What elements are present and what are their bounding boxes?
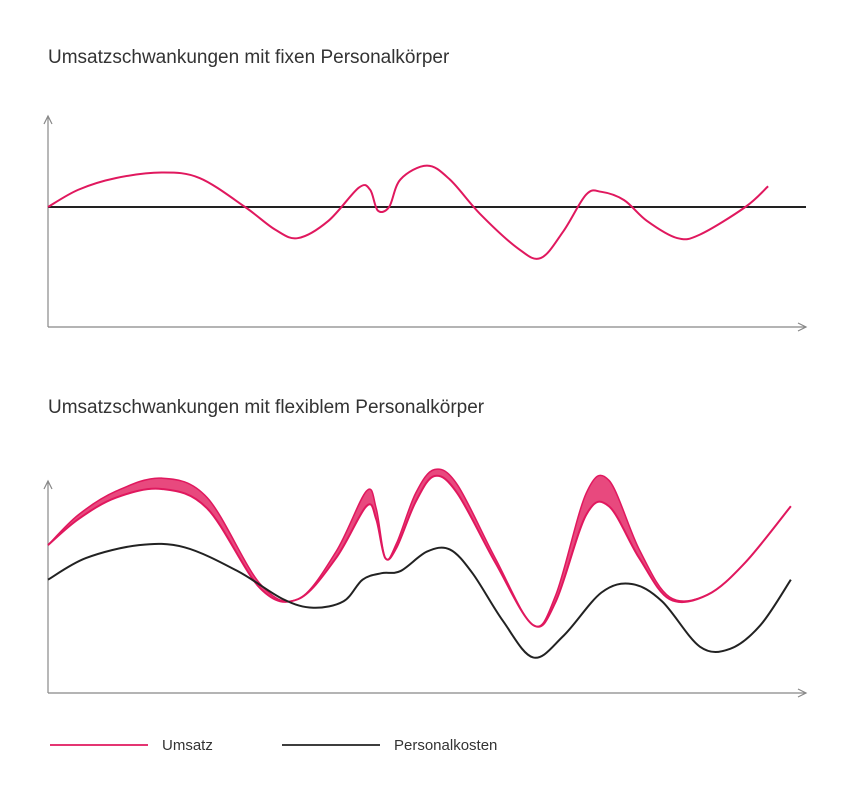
x-axis-arrow xyxy=(797,688,808,698)
x-axis-arrow xyxy=(797,322,808,332)
legend-label-umsatz: Umsatz xyxy=(162,737,213,754)
chart-title-flexible: Umsatzschwankungen mit flexiblem Persona… xyxy=(48,397,485,418)
series-line-umsatz xyxy=(47,474,792,628)
series-line-personalkosten xyxy=(47,542,792,659)
chart-fixed xyxy=(43,114,808,332)
series-line-umsatz-upper xyxy=(47,468,792,628)
chart-title-fixed: Umsatzschwankungen mit fixen Personalkör… xyxy=(48,47,450,68)
series-line-umsatz xyxy=(47,164,769,260)
y-axis-arrow xyxy=(43,479,53,490)
chart-flexible xyxy=(43,468,808,698)
legend-label-personalkosten: Personalkosten xyxy=(394,737,498,754)
y-axis-arrow xyxy=(43,114,53,125)
